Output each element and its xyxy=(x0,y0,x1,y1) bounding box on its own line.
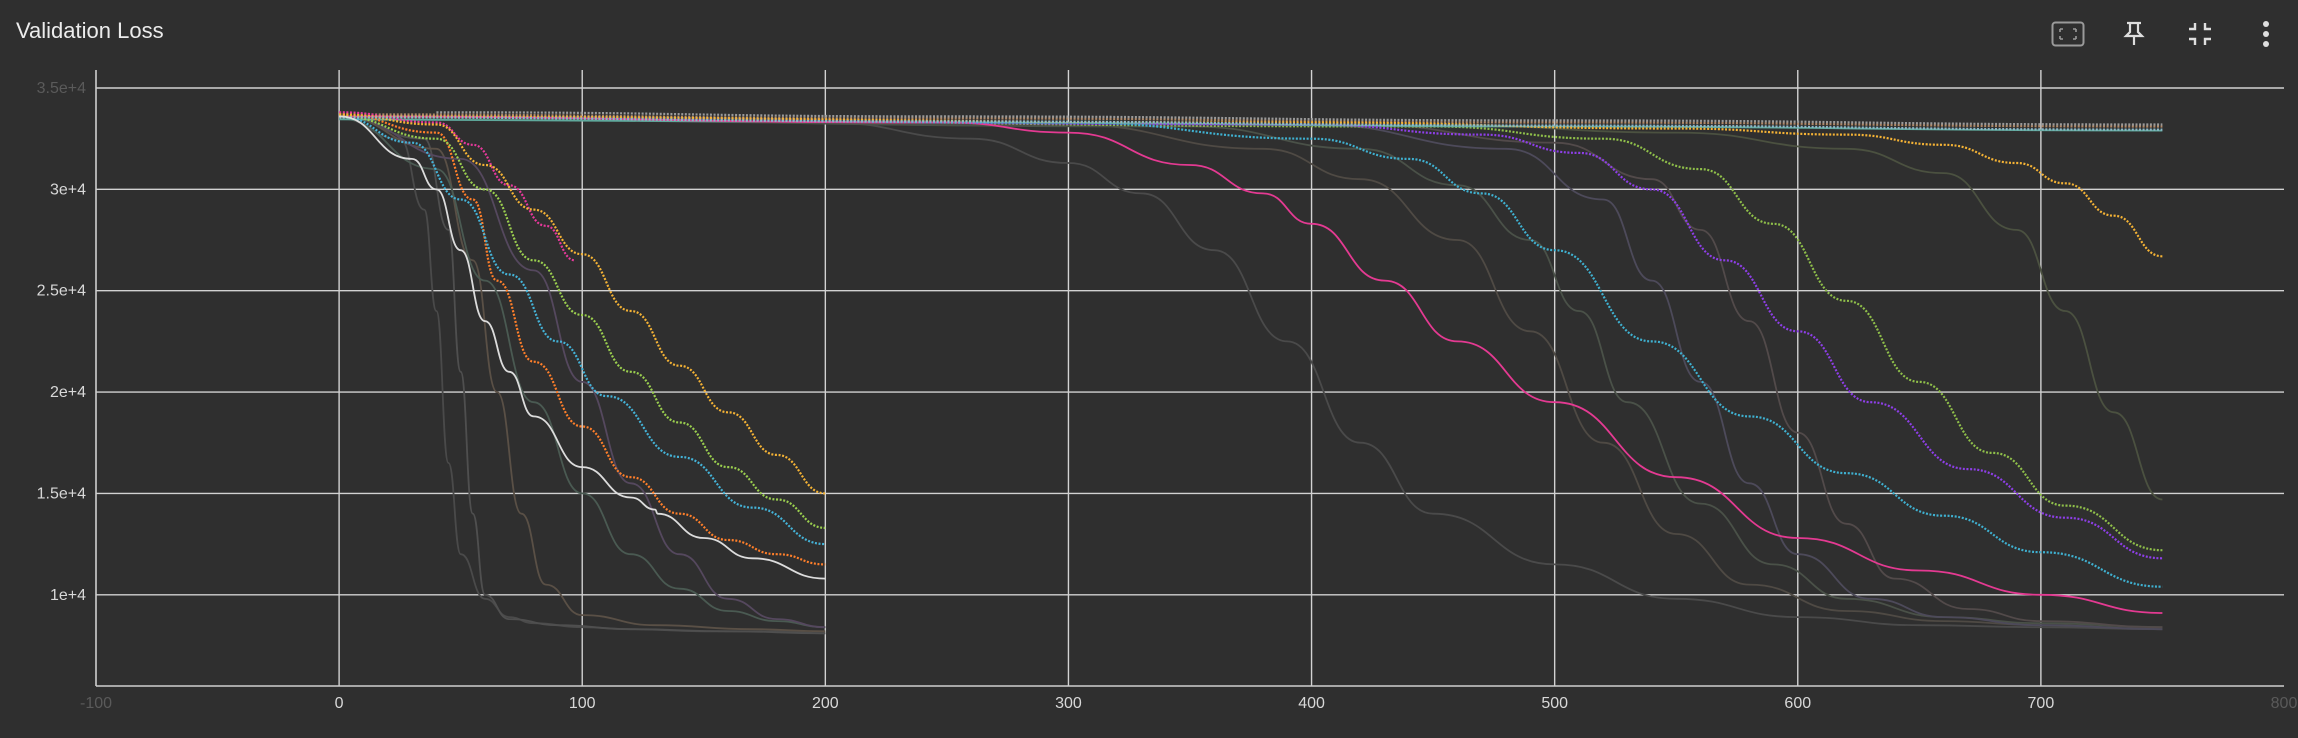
series-line-14 xyxy=(436,111,2163,126)
series-line-1 xyxy=(339,115,826,529)
series-line-0 xyxy=(339,113,826,495)
series-line-4 xyxy=(339,115,826,580)
series-line-6 xyxy=(339,115,2163,614)
series-line-10 xyxy=(339,115,2163,258)
x-tick-label: 300 xyxy=(1055,695,1082,712)
series-line-3 xyxy=(339,113,826,566)
y-tick-label: 2.5e+4 xyxy=(37,283,86,300)
series-line-17 xyxy=(339,115,826,633)
x-tick-label: 400 xyxy=(1298,695,1325,712)
series-line-19 xyxy=(339,115,826,629)
chart-title: Validation Loss xyxy=(16,18,164,43)
series-layer xyxy=(339,111,2163,635)
series-line-23 xyxy=(339,115,2163,631)
fit-domain-button[interactable] xyxy=(2048,14,2088,54)
y-tick-label: 3e+4 xyxy=(50,181,86,198)
y-tick-label: 2e+4 xyxy=(50,384,86,401)
chart-axes: -100 0 100 200 300 400 500 600 700 800 1e+4 1.5e+4 2… xyxy=(37,70,2298,712)
collapse-button[interactable] xyxy=(2180,14,2220,54)
y-tick-label: 1.5e+4 xyxy=(37,485,86,502)
series-line-2 xyxy=(339,115,826,546)
series-line-16 xyxy=(339,115,826,635)
y-tick-label: 1e+4 xyxy=(50,587,86,604)
pin-button[interactable] xyxy=(2114,14,2154,54)
x-tick-label: -100 xyxy=(80,695,112,712)
series-line-9 xyxy=(339,115,2163,552)
series-line-22 xyxy=(339,117,2163,629)
chart-grid xyxy=(96,70,2284,686)
x-tick-label: 200 xyxy=(812,695,839,712)
series-line-5 xyxy=(339,111,576,262)
more-vert-icon xyxy=(2263,21,2269,47)
card-toolbar xyxy=(2048,14,2286,54)
series-line-7 xyxy=(339,115,2163,588)
series-line-21 xyxy=(339,115,2163,631)
x-tick-label: 0 xyxy=(335,695,344,712)
series-line-8 xyxy=(339,115,2163,560)
pin-icon xyxy=(2123,21,2145,45)
series-line-20 xyxy=(339,115,2163,631)
more-options-button[interactable] xyxy=(2246,14,2286,54)
x-tick-label: 500 xyxy=(1541,695,1568,712)
series-line-11 xyxy=(339,116,2163,131)
series-line-25 xyxy=(339,115,2163,501)
x-tick-label: 800 xyxy=(2271,695,2298,712)
x-tick-label: 600 xyxy=(1784,695,1811,712)
collapse-icon xyxy=(2189,23,2211,45)
y-tick-label: 3.5e+4 xyxy=(37,80,86,97)
series-line-18 xyxy=(339,117,826,629)
fit-domain-icon xyxy=(2051,21,2085,47)
x-tick-label: 100 xyxy=(569,695,596,712)
x-tick-label: 700 xyxy=(2028,695,2055,712)
